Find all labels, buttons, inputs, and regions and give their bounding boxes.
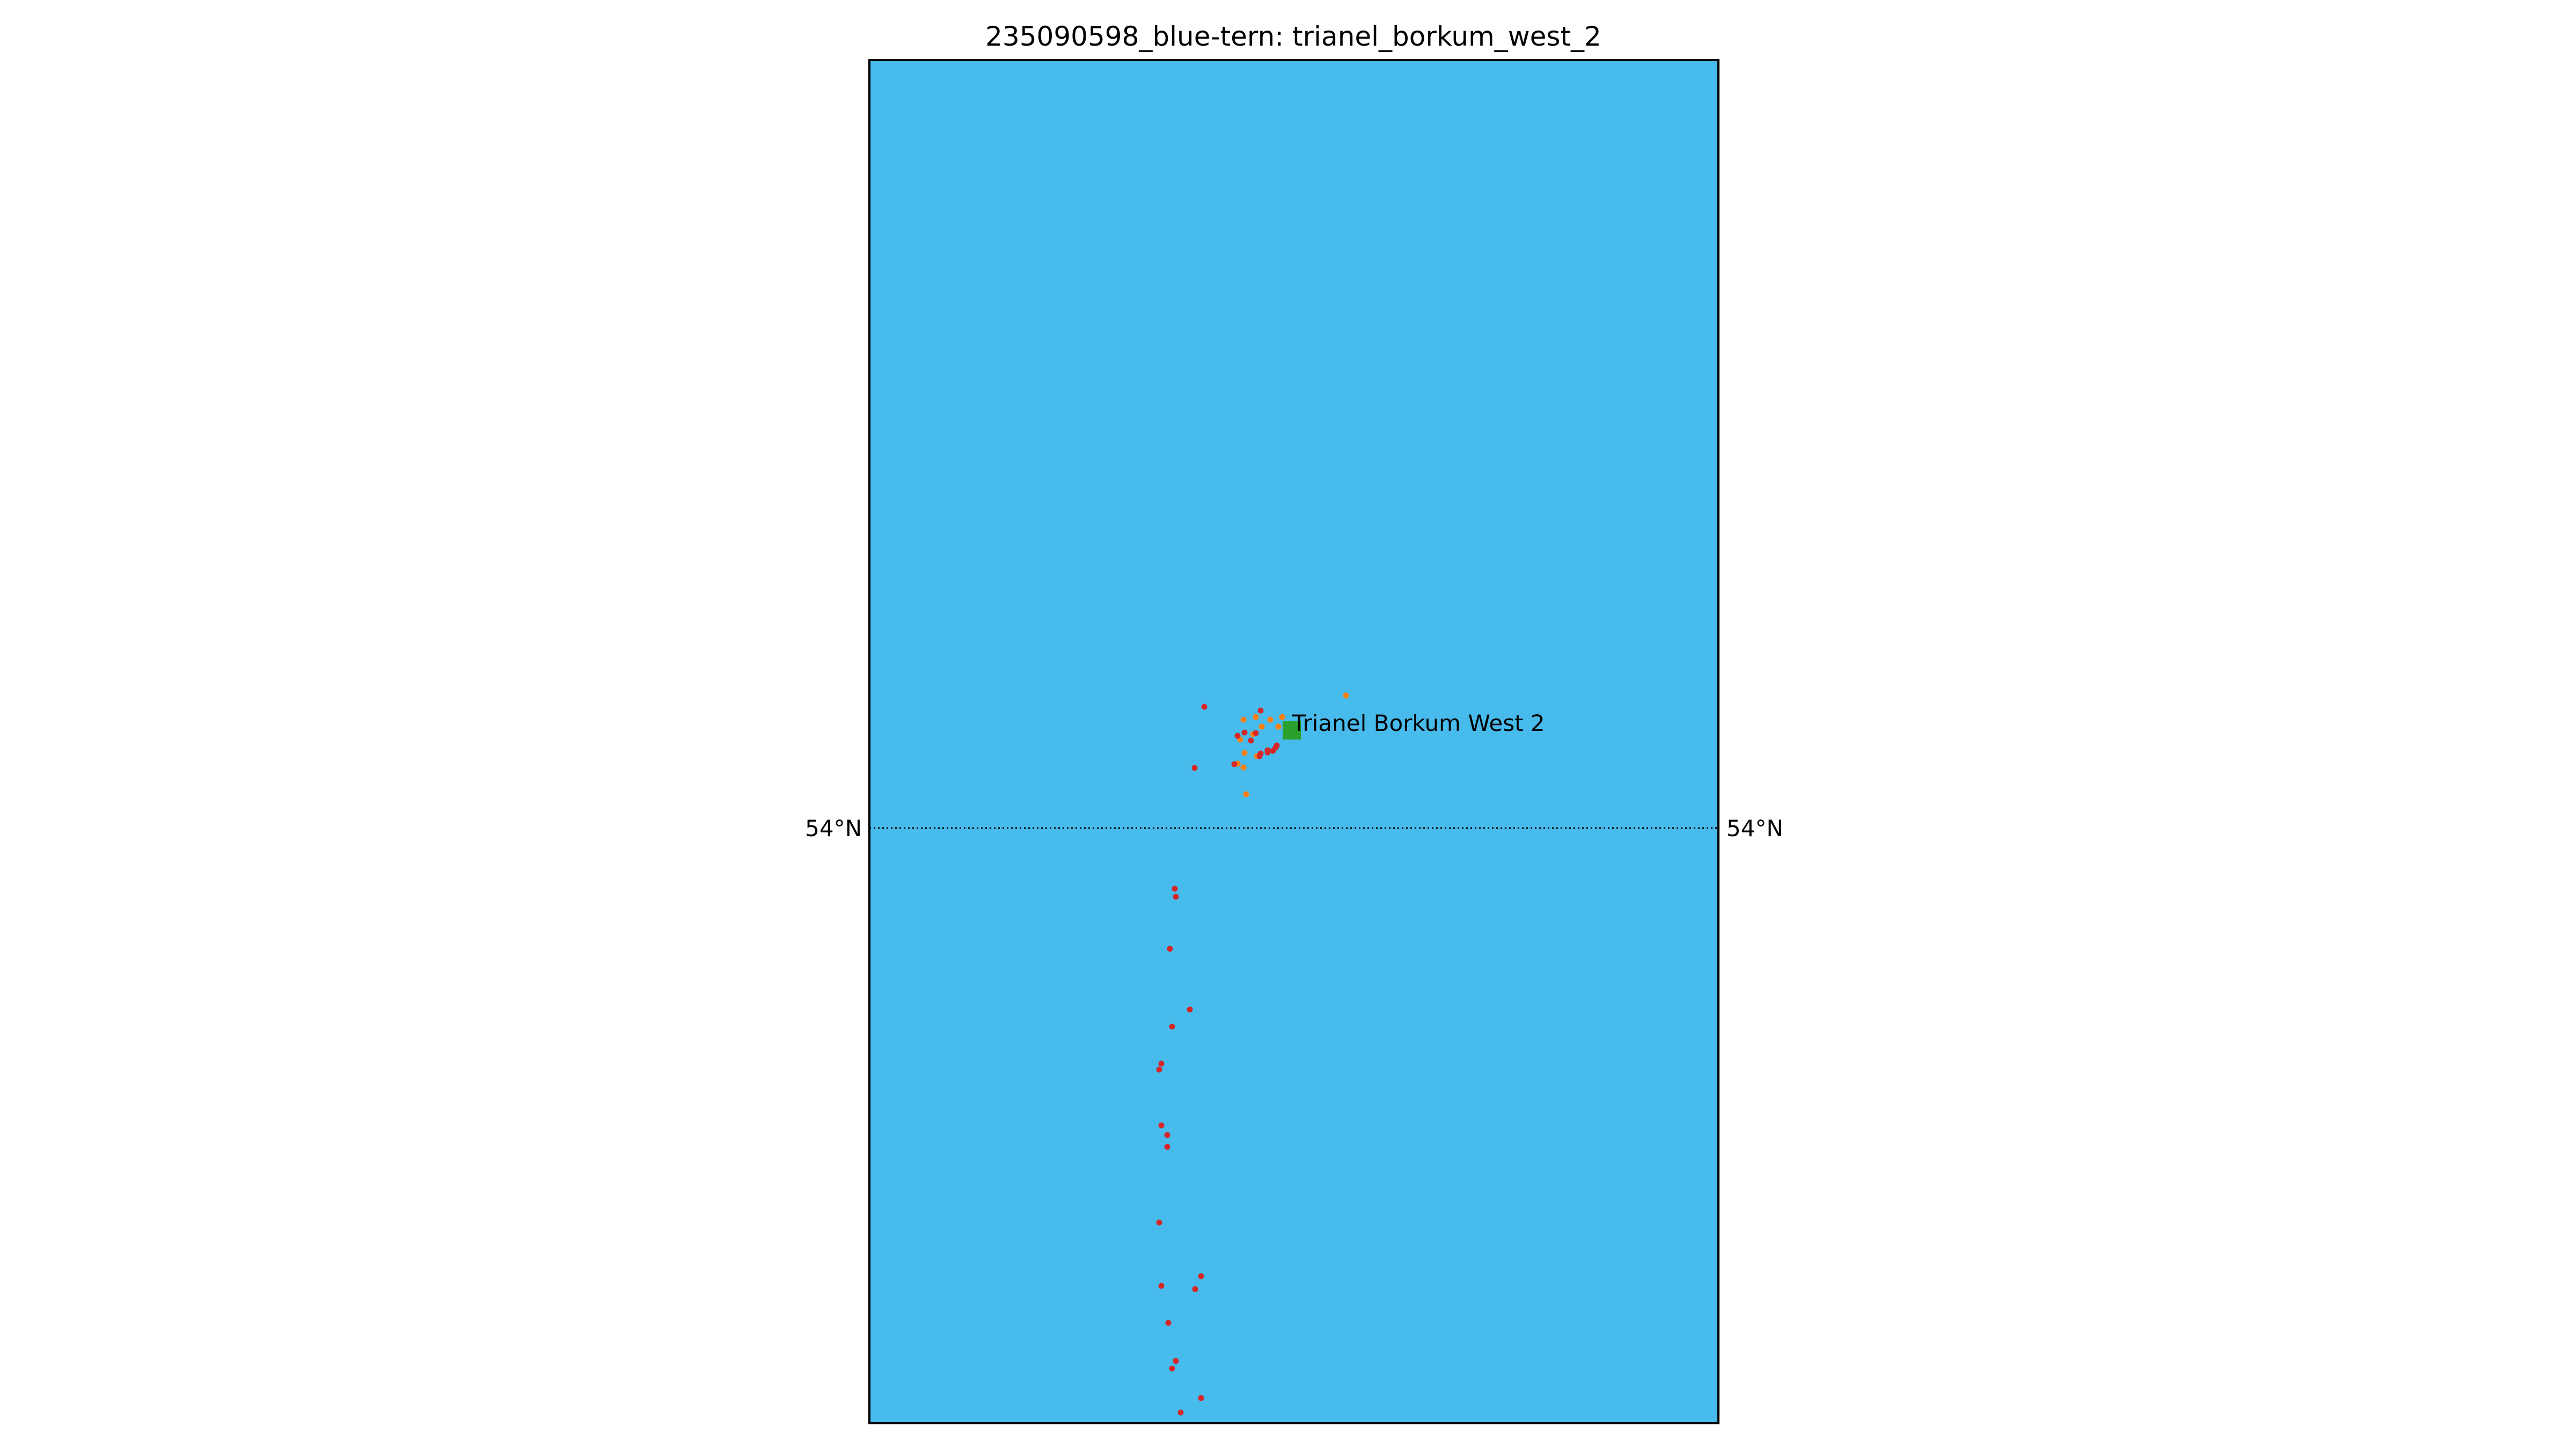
track-point-orange-1: [1343, 692, 1349, 699]
track-point-orange-10: [1241, 750, 1248, 756]
track-point-orange-5: [1267, 716, 1274, 723]
bird-track-points: [1156, 692, 1349, 1416]
track-point-orange-6: [1275, 723, 1282, 730]
wind-farm-site-label: Trianel Borkum West 2: [1292, 710, 1545, 736]
track-point-red-31: [1274, 742, 1280, 749]
latitude-label-right: 54°N: [1726, 815, 1783, 841]
latitude-label-left: 54°N: [805, 815, 862, 841]
track-point-red-27: [1169, 1365, 1175, 1372]
track-point-red-19: [1164, 1132, 1170, 1138]
track-point-red-24: [1192, 1286, 1198, 1292]
track-point-red-28: [1198, 1395, 1204, 1401]
track-point-red-20: [1164, 1144, 1170, 1150]
track-point-red-13: [1167, 946, 1173, 952]
track-point-orange-4: [1258, 723, 1265, 730]
track-point-red-21: [1156, 1219, 1162, 1226]
map-frame: [868, 59, 1719, 1424]
track-point-orange-7: [1279, 714, 1285, 720]
track-point-red-7: [1264, 749, 1271, 756]
track-point-red-9: [1231, 761, 1238, 767]
track-point-red-34: [1234, 733, 1241, 739]
sea-area: [869, 60, 1718, 1423]
track-point-red-18: [1158, 1122, 1165, 1129]
track-point-red-23: [1158, 1283, 1165, 1289]
track-point-red-25: [1165, 1320, 1172, 1326]
track-point-red-14: [1187, 1006, 1193, 1013]
track-point-orange-2: [1240, 716, 1247, 723]
map-title: 235090598_blue-tern: trianel_borkum_west…: [985, 21, 1601, 52]
track-point-red-26: [1173, 1358, 1179, 1364]
track-point-red-16: [1158, 1060, 1165, 1067]
wind-farm-site-marker: [1283, 721, 1301, 740]
track-point-red-33: [1248, 737, 1254, 744]
track-point-red-22: [1198, 1273, 1204, 1279]
track-point-red-11: [1172, 885, 1178, 892]
track-point-red-1: [1201, 704, 1208, 710]
track-point-red-32: [1270, 748, 1276, 754]
track-point-red-10: [1191, 765, 1198, 771]
track-point-red-15: [1169, 1023, 1175, 1030]
track-point-red-2: [1257, 707, 1264, 714]
track-point-red-12: [1173, 894, 1179, 900]
track-point-red-29: [1177, 1409, 1184, 1416]
track-point-orange-13: [1243, 791, 1249, 797]
track-point-orange-3: [1253, 714, 1259, 720]
track-point-red-4: [1253, 730, 1259, 736]
track-point-orange-12: [1240, 764, 1247, 771]
track-point-red-17: [1156, 1066, 1162, 1073]
track-point-red-30: [1256, 753, 1263, 759]
track-point-red-3: [1241, 729, 1248, 736]
